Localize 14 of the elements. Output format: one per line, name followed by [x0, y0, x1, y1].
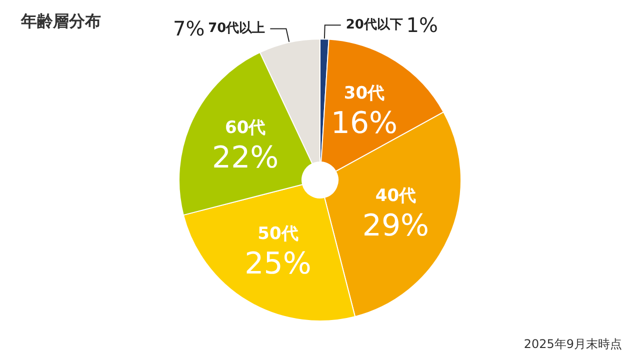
slice-label: 50代: [258, 224, 298, 244]
slice-label: 70代以上: [208, 21, 266, 36]
data-label: 7%: [173, 16, 205, 41]
data-label: 16%: [330, 106, 398, 141]
chart-title: 年齢層分布: [20, 12, 101, 30]
slice-label: 20代以下: [346, 18, 403, 33]
data-label: 22%: [212, 140, 279, 176]
data-label: 1%: [406, 13, 438, 38]
slice-label: 60代: [225, 118, 266, 138]
slice-label: 30代: [344, 83, 385, 104]
data-label: 29%: [362, 208, 430, 244]
text: 2025年9月末時点: [524, 337, 622, 351]
data-label: 25%: [244, 246, 312, 282]
slice-label: 40代: [375, 186, 416, 206]
